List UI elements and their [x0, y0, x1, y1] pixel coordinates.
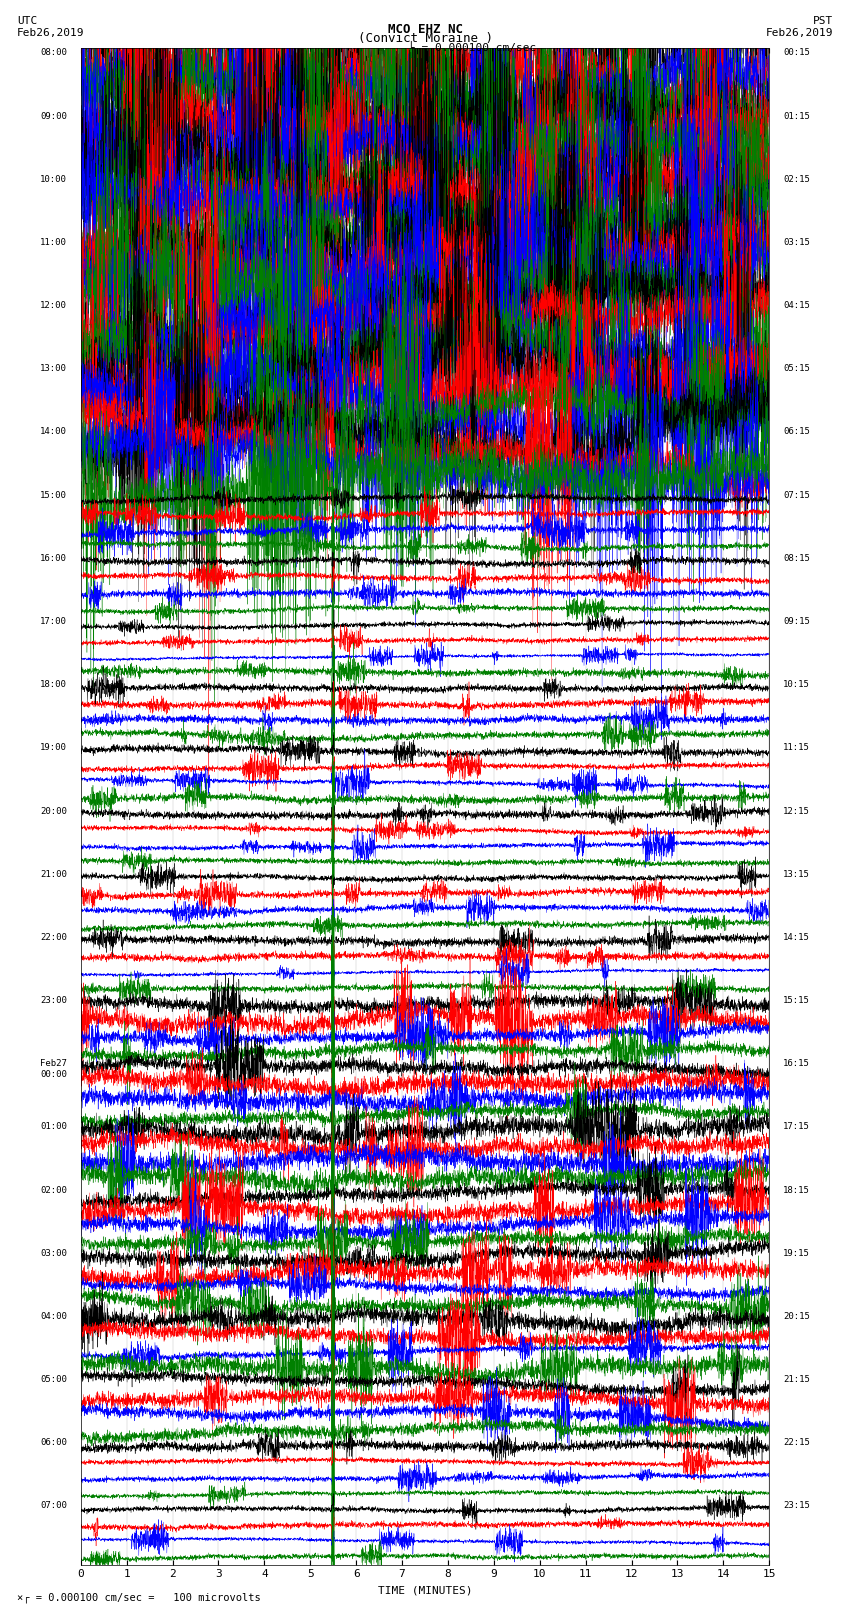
Text: 16:00: 16:00 — [40, 553, 67, 563]
Text: 05:15: 05:15 — [783, 365, 810, 373]
Text: 08:00: 08:00 — [40, 48, 67, 58]
X-axis label: TIME (MINUTES): TIME (MINUTES) — [377, 1586, 473, 1595]
Text: 10:15: 10:15 — [783, 681, 810, 689]
Text: 01:15: 01:15 — [783, 111, 810, 121]
Text: 11:00: 11:00 — [40, 239, 67, 247]
Text: 15:00: 15:00 — [40, 490, 67, 500]
Text: 17:00: 17:00 — [40, 618, 67, 626]
Text: 22:15: 22:15 — [783, 1439, 810, 1447]
Text: 07:15: 07:15 — [783, 490, 810, 500]
Text: 11:15: 11:15 — [783, 744, 810, 752]
Text: ×┌ = 0.000100 cm/sec =   100 microvolts: ×┌ = 0.000100 cm/sec = 100 microvolts — [17, 1592, 261, 1603]
Text: 05:00: 05:00 — [40, 1374, 67, 1384]
Text: 21:15: 21:15 — [783, 1374, 810, 1384]
Text: 23:15: 23:15 — [783, 1502, 810, 1510]
Text: MCO EHZ NC: MCO EHZ NC — [388, 23, 462, 35]
Text: 08:15: 08:15 — [783, 553, 810, 563]
Text: 14:00: 14:00 — [40, 427, 67, 437]
Text: 00:15: 00:15 — [783, 48, 810, 58]
Text: 06:15: 06:15 — [783, 427, 810, 437]
Text: └ = 0.000100 cm/sec: └ = 0.000100 cm/sec — [408, 42, 536, 53]
Text: 20:15: 20:15 — [783, 1311, 810, 1321]
Text: 14:15: 14:15 — [783, 932, 810, 942]
Text: Feb27
00:00: Feb27 00:00 — [40, 1060, 67, 1079]
Text: 15:15: 15:15 — [783, 997, 810, 1005]
Text: 13:15: 13:15 — [783, 869, 810, 879]
Text: 19:15: 19:15 — [783, 1248, 810, 1258]
Text: 09:00: 09:00 — [40, 111, 67, 121]
Text: 12:15: 12:15 — [783, 806, 810, 816]
Text: 12:00: 12:00 — [40, 302, 67, 310]
Text: 10:00: 10:00 — [40, 174, 67, 184]
Text: 13:00: 13:00 — [40, 365, 67, 373]
Text: 18:00: 18:00 — [40, 681, 67, 689]
Text: 09:15: 09:15 — [783, 618, 810, 626]
Text: PST
Feb26,2019: PST Feb26,2019 — [766, 16, 833, 37]
Text: 17:15: 17:15 — [783, 1123, 810, 1131]
Text: 04:15: 04:15 — [783, 302, 810, 310]
Text: 02:15: 02:15 — [783, 174, 810, 184]
Text: 20:00: 20:00 — [40, 806, 67, 816]
Text: 07:00: 07:00 — [40, 1502, 67, 1510]
Text: 19:00: 19:00 — [40, 744, 67, 752]
Text: 03:15: 03:15 — [783, 239, 810, 247]
Text: 02:00: 02:00 — [40, 1186, 67, 1195]
Text: 06:00: 06:00 — [40, 1439, 67, 1447]
Text: 03:00: 03:00 — [40, 1248, 67, 1258]
Text: 16:15: 16:15 — [783, 1060, 810, 1068]
Text: 23:00: 23:00 — [40, 997, 67, 1005]
Text: 18:15: 18:15 — [783, 1186, 810, 1195]
Text: 21:00: 21:00 — [40, 869, 67, 879]
Text: (Convict Moraine ): (Convict Moraine ) — [358, 32, 492, 45]
Text: 22:00: 22:00 — [40, 932, 67, 942]
Text: 04:00: 04:00 — [40, 1311, 67, 1321]
Text: 01:00: 01:00 — [40, 1123, 67, 1131]
Text: UTC
Feb26,2019: UTC Feb26,2019 — [17, 16, 84, 37]
